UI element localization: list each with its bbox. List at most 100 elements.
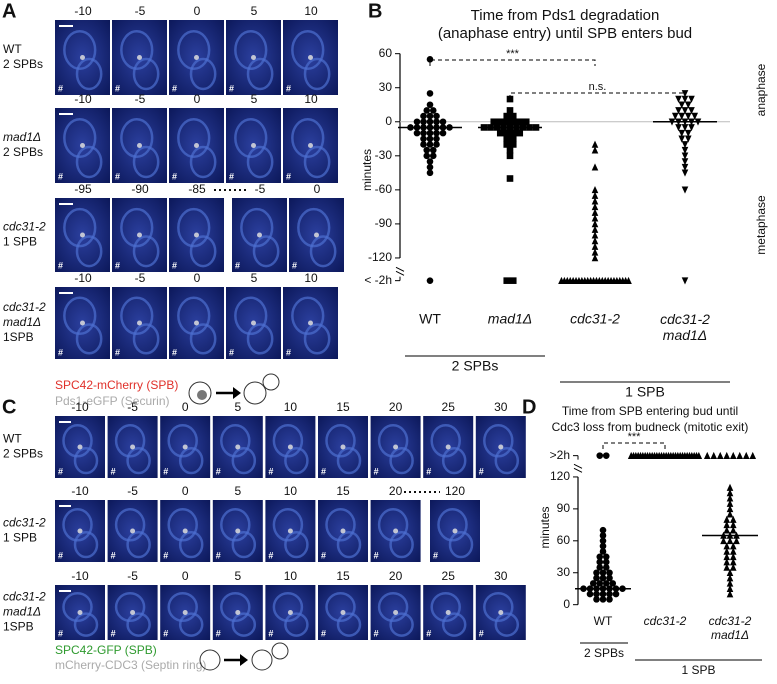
signal [130,528,136,534]
time-label: 0 [182,569,189,583]
data-point [688,124,695,132]
data-point [675,124,682,132]
data-point [420,141,427,148]
data-point [509,141,517,148]
data-point [591,203,599,211]
signal [340,528,346,534]
time-label: 15 [336,400,350,414]
data-point [503,277,511,284]
signal [445,610,451,615]
data-point [688,107,695,115]
data-point [413,129,421,137]
frame-mark: # [268,550,273,560]
cell-outline [441,446,467,475]
time-label: -10 [71,400,89,414]
cell-outline [178,612,204,637]
data-point [503,141,511,148]
cell-outline [177,296,211,336]
data-point [496,129,504,137]
data-point [503,112,511,120]
frame-mark: # [286,83,291,93]
signal [251,320,256,326]
cell-outline [377,424,409,458]
time-label: 5 [251,92,258,106]
frame-mark: # [216,466,221,476]
row-label: 1 SPB [3,235,37,249]
data-point [609,580,617,587]
time-label: -95 [74,182,92,196]
time-label: -5 [135,92,146,106]
cell-icon [188,381,212,405]
data-point [426,169,434,177]
cell-outline [132,57,160,91]
cell-outline [126,612,151,637]
data-point [726,590,734,598]
cell-outline [178,530,204,559]
cell-outline [177,30,211,70]
signal [314,232,319,238]
frame-mark: # [479,628,484,638]
cell-outline [303,57,331,91]
data-point [591,140,599,148]
signal [80,320,85,326]
time-label: 10 [284,484,298,498]
data-point [678,101,686,109]
data-point [423,107,431,114]
data-point [729,521,737,529]
data-point [678,129,686,137]
cell-outline [189,57,217,91]
cell-outline [120,118,154,158]
cell-outline [325,424,356,458]
data-point [426,112,434,120]
significance-label: *** [628,431,642,443]
data-point [599,574,607,582]
signal [235,444,241,450]
chart-title: Time from SPB entering bud until [562,404,738,418]
signal [182,528,188,534]
data-point [413,118,421,126]
axis-break [395,266,405,272]
cell-outline [448,530,474,559]
data-point [602,564,610,571]
data-point [426,129,434,137]
cell-outline [246,57,274,91]
data-point [726,499,734,507]
y-tick-label: 0 [563,597,570,611]
x-tick-label: cdc31-2 [570,311,620,327]
frame-mark: # [172,347,177,357]
significance-label: *** [506,48,520,60]
data-point [433,135,440,143]
signal [393,610,399,615]
group-label: 2 SPBs [452,358,499,374]
time-label: 0 [182,484,189,498]
frame-mark: # [111,550,116,560]
data-point [509,129,517,137]
group-label: 1 SPB [681,663,715,677]
frame-mark: # [216,550,221,560]
data-point [591,186,599,194]
data-point [591,146,599,154]
data-point [509,112,517,120]
chart-title: Cdc3 loss from budneck (mitotic exit) [552,420,749,434]
data-point [726,510,734,518]
signal [130,444,136,450]
time-label: -5 [135,4,146,18]
cell-outline [75,235,103,268]
frame-mark: # [374,550,379,560]
data-point [671,112,679,120]
cell-outline [325,592,356,622]
cell-outline [231,446,257,475]
data-point [681,277,689,285]
y-tick-label: < -2h [364,273,392,287]
cell-outline [114,508,146,542]
cell-outline [62,592,93,622]
signal [251,143,256,148]
data-point [426,90,434,97]
cell-outline [73,612,99,637]
data-point [503,135,511,143]
data-point [420,135,427,143]
cell-outline [309,235,337,268]
cell-outline [272,424,304,458]
data-point [506,175,514,182]
data-point [522,118,530,126]
